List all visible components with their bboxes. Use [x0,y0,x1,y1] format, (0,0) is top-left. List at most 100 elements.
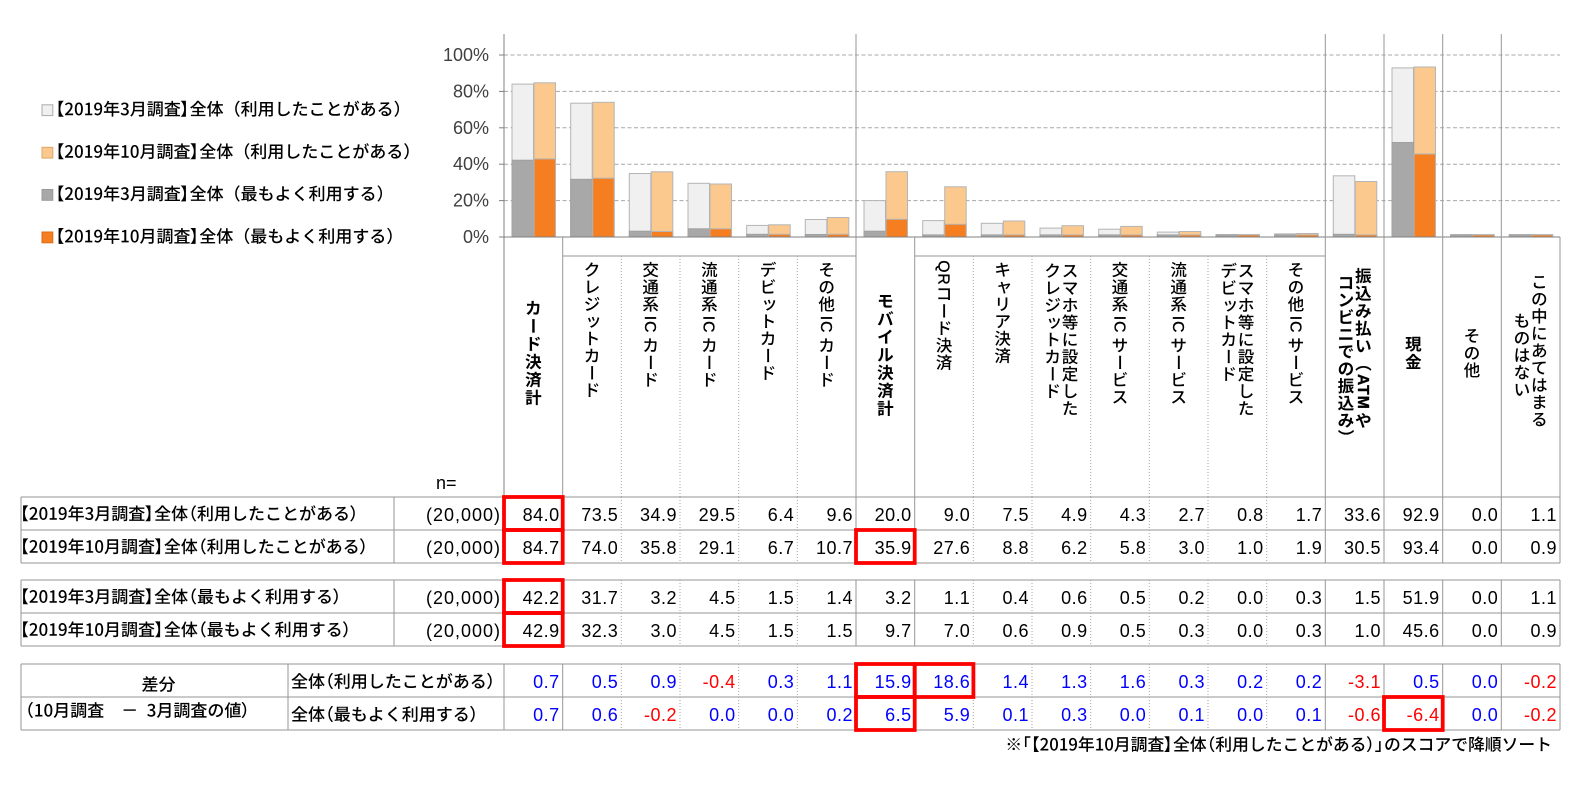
svg-text:92.9: 92.9 [1403,505,1440,525]
svg-text:73.5: 73.5 [581,505,618,525]
svg-text:0.6: 0.6 [1061,588,1088,608]
svg-text:42.9: 42.9 [523,621,560,641]
svg-text:1.0: 1.0 [1354,621,1381,641]
svg-text:1.4: 1.4 [1002,672,1029,692]
svg-text:42.2: 42.2 [523,588,560,608]
svg-text:1.5: 1.5 [768,621,795,641]
svg-text:n=: n= [436,473,457,493]
svg-text:IC: IC [1286,316,1303,334]
svg-text:IC: IC [1110,316,1127,334]
svg-text:IC: IC [817,316,834,334]
svg-text:0.3: 0.3 [1296,588,1323,608]
svg-text:35.8: 35.8 [640,538,677,558]
svg-text:0.0: 0.0 [1237,705,1264,725]
svg-text:IC: IC [1169,316,1186,334]
svg-text:1.1: 1.1 [1530,588,1557,608]
svg-text:-0.4: -0.4 [703,672,736,692]
svg-text:1.1: 1.1 [826,672,853,692]
svg-text:30.5: 30.5 [1344,538,1381,558]
svg-text:20%: 20% [453,191,489,211]
svg-text:33.6: 33.6 [1344,505,1381,525]
svg-text:-0.2: -0.2 [1524,705,1557,725]
svg-text:-0.6: -0.6 [1348,705,1381,725]
svg-text:5.9: 5.9 [944,705,971,725]
svg-text:45.6: 45.6 [1403,621,1440,641]
svg-text:0.6: 0.6 [1002,621,1029,641]
svg-text:60%: 60% [453,118,489,138]
svg-text:1.5: 1.5 [826,621,853,641]
svg-text:27.6: 27.6 [933,538,970,558]
svg-text:9.6: 9.6 [826,505,853,525]
svg-text:1.4: 1.4 [826,588,853,608]
svg-text:9.0: 9.0 [944,505,971,525]
svg-text:6.2: 6.2 [1061,538,1088,558]
svg-text:0.2: 0.2 [1237,672,1264,692]
svg-text:3.2: 3.2 [885,588,912,608]
svg-text:0.0: 0.0 [1237,621,1264,641]
svg-text:0.7: 0.7 [533,705,560,725]
svg-text:0.9: 0.9 [1530,538,1557,558]
svg-text:15.9: 15.9 [875,672,912,692]
svg-text:0.0: 0.0 [1120,705,1147,725]
svg-text:ATM: ATM [1354,374,1371,410]
svg-text:0.3: 0.3 [1178,672,1205,692]
svg-text:0.9: 0.9 [1530,621,1557,641]
svg-text:0.0: 0.0 [709,705,736,725]
svg-text:0.2: 0.2 [1178,588,1205,608]
svg-text:6.4: 6.4 [768,505,795,525]
svg-text:(20,000): (20,000) [426,505,501,525]
svg-text:-0.2: -0.2 [644,705,677,725]
svg-text:1.9: 1.9 [1296,538,1323,558]
svg-text:74.0: 74.0 [581,538,618,558]
svg-text:29.1: 29.1 [699,538,736,558]
svg-text:32.3: 32.3 [581,621,618,641]
svg-text:0.5: 0.5 [1120,588,1147,608]
svg-text:0.8: 0.8 [1237,505,1264,525]
svg-text:3.0: 3.0 [650,621,677,641]
svg-text:1.5: 1.5 [768,588,795,608]
svg-text:51.9: 51.9 [1403,588,1440,608]
svg-text:(20,000): (20,000) [426,538,501,558]
svg-text:0.1: 0.1 [1296,705,1323,725]
svg-text:8.8: 8.8 [1002,538,1029,558]
svg-text:0.5: 0.5 [592,672,619,692]
svg-text:6.7: 6.7 [768,538,795,558]
svg-text:-3.1: -3.1 [1348,672,1381,692]
svg-text:84.7: 84.7 [523,538,560,558]
svg-text:1.0: 1.0 [1237,538,1264,558]
svg-text:1.5: 1.5 [1354,588,1381,608]
svg-text:31.7: 31.7 [581,588,618,608]
svg-text:7.0: 7.0 [944,621,971,641]
svg-text:7.5: 7.5 [1002,505,1029,525]
svg-text:4.5: 4.5 [709,621,736,641]
svg-text:-0.2: -0.2 [1524,672,1557,692]
svg-text:93.4: 93.4 [1403,538,1440,558]
svg-text:0.2: 0.2 [826,705,853,725]
svg-text:-6.4: -6.4 [1407,705,1440,725]
svg-text:9.7: 9.7 [885,621,912,641]
svg-text:(20,000): (20,000) [426,621,501,641]
svg-text:0.0: 0.0 [1472,621,1499,641]
svg-text:34.9: 34.9 [640,505,677,525]
svg-text:0.0: 0.0 [768,705,795,725]
svg-text:0.0: 0.0 [1472,538,1499,558]
svg-text:0.7: 0.7 [533,672,560,692]
svg-text:0%: 0% [463,227,489,247]
svg-text:0.1: 0.1 [1178,705,1205,725]
svg-text:0.3: 0.3 [1061,705,1088,725]
svg-text:(20,000): (20,000) [426,588,501,608]
svg-text:0.9: 0.9 [1061,621,1088,641]
svg-text:0.5: 0.5 [1120,621,1147,641]
svg-text:QR: QR [934,260,951,286]
svg-text:0.4: 0.4 [1002,588,1029,608]
svg-text:1.3: 1.3 [1061,672,1088,692]
svg-text:0.0: 0.0 [1472,672,1499,692]
svg-text:0.0: 0.0 [1472,588,1499,608]
svg-text:29.5: 29.5 [699,505,736,525]
svg-text:35.9: 35.9 [875,538,912,558]
svg-text:0.0: 0.0 [1472,705,1499,725]
svg-text:0.9: 0.9 [650,672,677,692]
svg-text:0.3: 0.3 [1296,621,1323,641]
svg-text:6.5: 6.5 [885,705,912,725]
svg-text:0.3: 0.3 [768,672,795,692]
